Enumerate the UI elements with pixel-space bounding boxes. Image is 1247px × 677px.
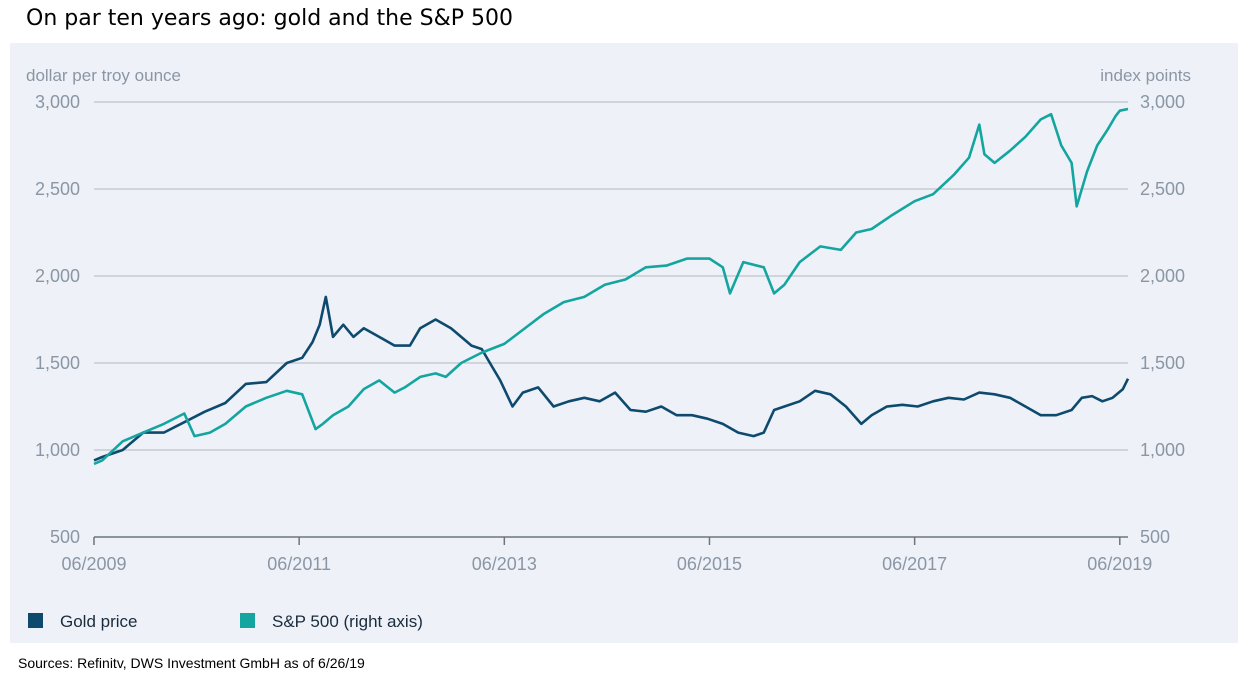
y-right-tick-label: 2,000	[1140, 266, 1185, 286]
series-line-sp500	[93, 107, 1129, 466]
x-tick-label: 06/2015	[677, 554, 742, 574]
legend: Gold price S&P 500 (right axis)	[28, 612, 423, 631]
y-left-axis-title: dollar per troy ounce	[26, 66, 181, 85]
series-line-gold-price	[93, 295, 1130, 462]
legend-swatch	[240, 613, 255, 628]
legend-label: Gold price	[60, 612, 137, 631]
y-right-axis-title: index points	[1100, 66, 1191, 85]
chart-panel: 06/2009 06/2011 06/2013 06/2015 06/2017 06/20…	[10, 43, 1238, 643]
source-note: Sources: Refinitv, DWS Investment GmbH a…	[18, 655, 365, 671]
x-axis: 06/2009 06/2011 06/2013 06/2015 06/2017 06/20…	[61, 536, 1152, 574]
x-tick-label: 06/2009	[61, 554, 126, 574]
y-right-tick-label: 1,500	[1140, 353, 1185, 373]
series-lines	[93, 107, 1130, 466]
y-right-tick-label: 1,000	[1140, 440, 1185, 460]
y-right-tick-label: 3,000	[1140, 92, 1185, 112]
chart: 06/2009 06/2011 06/2013 06/2015 06/2017 06/20…	[26, 66, 1191, 631]
x-tick-label: 06/2017	[882, 554, 947, 574]
x-tick-label: 06/2013	[472, 554, 537, 574]
gridlines	[94, 101, 1128, 538]
y-left-tick-label: 2,000	[35, 266, 80, 286]
y-left-tick-label: 1,000	[35, 440, 80, 460]
y-right-tick-label: 2,500	[1140, 179, 1185, 199]
y-left-tick-label: 2,500	[35, 179, 80, 199]
page-title: On par ten years ago: gold and the S&P 5…	[26, 6, 514, 31]
y-right-tick-labels: 500 1,000 1,500 2,000 2,500 3,000	[1140, 92, 1185, 547]
x-tick-label: 06/2011	[267, 554, 331, 574]
y-right-tick-label: 500	[1140, 527, 1170, 547]
y-left-tick-labels: 500 1,000 1,500 2,000 2,500 3,000	[35, 92, 80, 547]
x-tick-label: 06/2019	[1087, 554, 1152, 574]
legend-label: S&P 500 (right axis)	[272, 612, 423, 631]
y-left-tick-label: 500	[50, 527, 80, 547]
legend-swatch	[28, 613, 43, 628]
y-left-tick-label: 3,000	[35, 92, 80, 112]
y-left-tick-label: 1,500	[35, 353, 80, 373]
